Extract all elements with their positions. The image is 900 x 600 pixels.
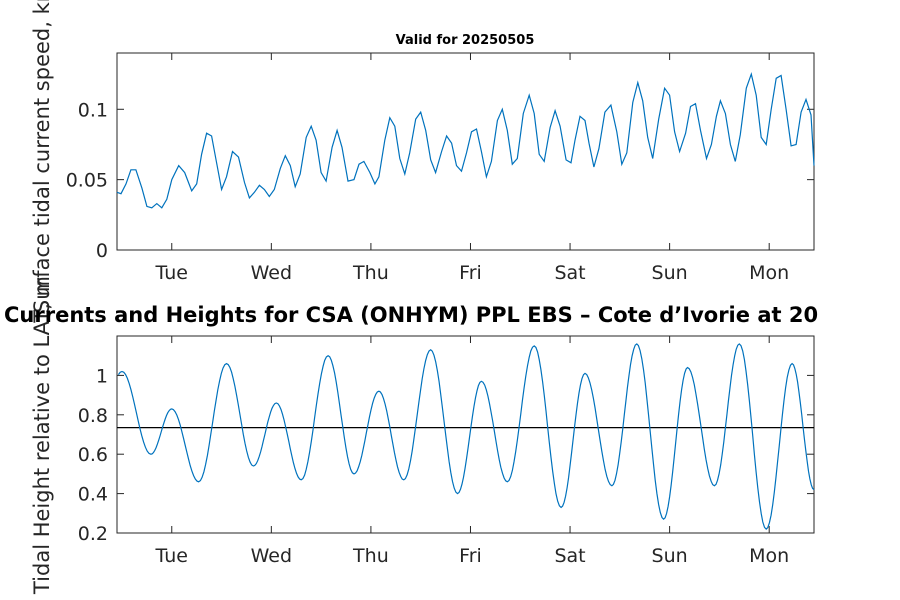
current-speed-title: Valid for 20250505 — [396, 33, 535, 48]
figure-title: Currents and Heights for CSA (ONHYM) PPL… — [4, 303, 818, 327]
tidal-height-axes: Tue Wed Thu Fri Sat Sun Mon 0.2 0.4 0.6 0.8 1 Tida… — [30, 276, 815, 595]
current-speed-x-ticks: Tue Wed Thu Fri Sat Sun Mon — [155, 53, 789, 284]
x-tick-label: Mon — [749, 545, 789, 567]
tidal-height-x-ticks: Tue Wed Thu Fri Sat Sun Mon — [155, 336, 789, 567]
x-tick-label: Sun — [652, 545, 688, 567]
tidal-height-y-ticks: 0.2 0.4 0.6 0.8 1 — [78, 365, 814, 545]
y-tick-label: 1 — [96, 365, 108, 387]
x-tick-label: Sun — [652, 262, 688, 284]
x-tick-label: Tue — [155, 545, 188, 567]
current-speed-y-ticks: 0 0.05 0.1 — [66, 99, 814, 262]
tidal-height-plot-area — [116, 335, 815, 534]
y-tick-label: 0.6 — [78, 444, 108, 466]
x-tick-label: Wed — [251, 545, 292, 567]
x-tick-label: Wed — [251, 262, 292, 284]
x-tick-label: Fri — [459, 545, 482, 567]
current-speed-axes: Valid for 20250505 Tue Wed Thu Fri Sat Sun Mon… — [30, 0, 815, 313]
y-tick-label: 0.4 — [78, 484, 108, 506]
x-tick-label: Sat — [554, 545, 585, 567]
x-tick-label: Sat — [554, 262, 585, 284]
tidal-height-series-line — [117, 343, 815, 530]
y-tick-label: 0.1 — [78, 99, 108, 121]
tidal-height-y-axis-label: Tidal Height relative to LAT, m — [30, 276, 54, 595]
x-tick-label: Mon — [749, 262, 789, 284]
y-tick-label: 0.8 — [78, 405, 108, 427]
x-tick-label: Thu — [352, 545, 389, 567]
x-tick-label: Tue — [155, 262, 188, 284]
x-tick-label: Fri — [459, 262, 482, 284]
y-tick-label: 0.05 — [66, 170, 108, 192]
y-tick-label: 0 — [96, 240, 108, 262]
current-speed-y-axis-label: Surface tidal current speed, kn — [30, 0, 54, 313]
current-speed-series-line — [116, 71, 815, 209]
x-tick-label: Thu — [352, 262, 389, 284]
y-tick-label: 0.2 — [78, 523, 108, 545]
